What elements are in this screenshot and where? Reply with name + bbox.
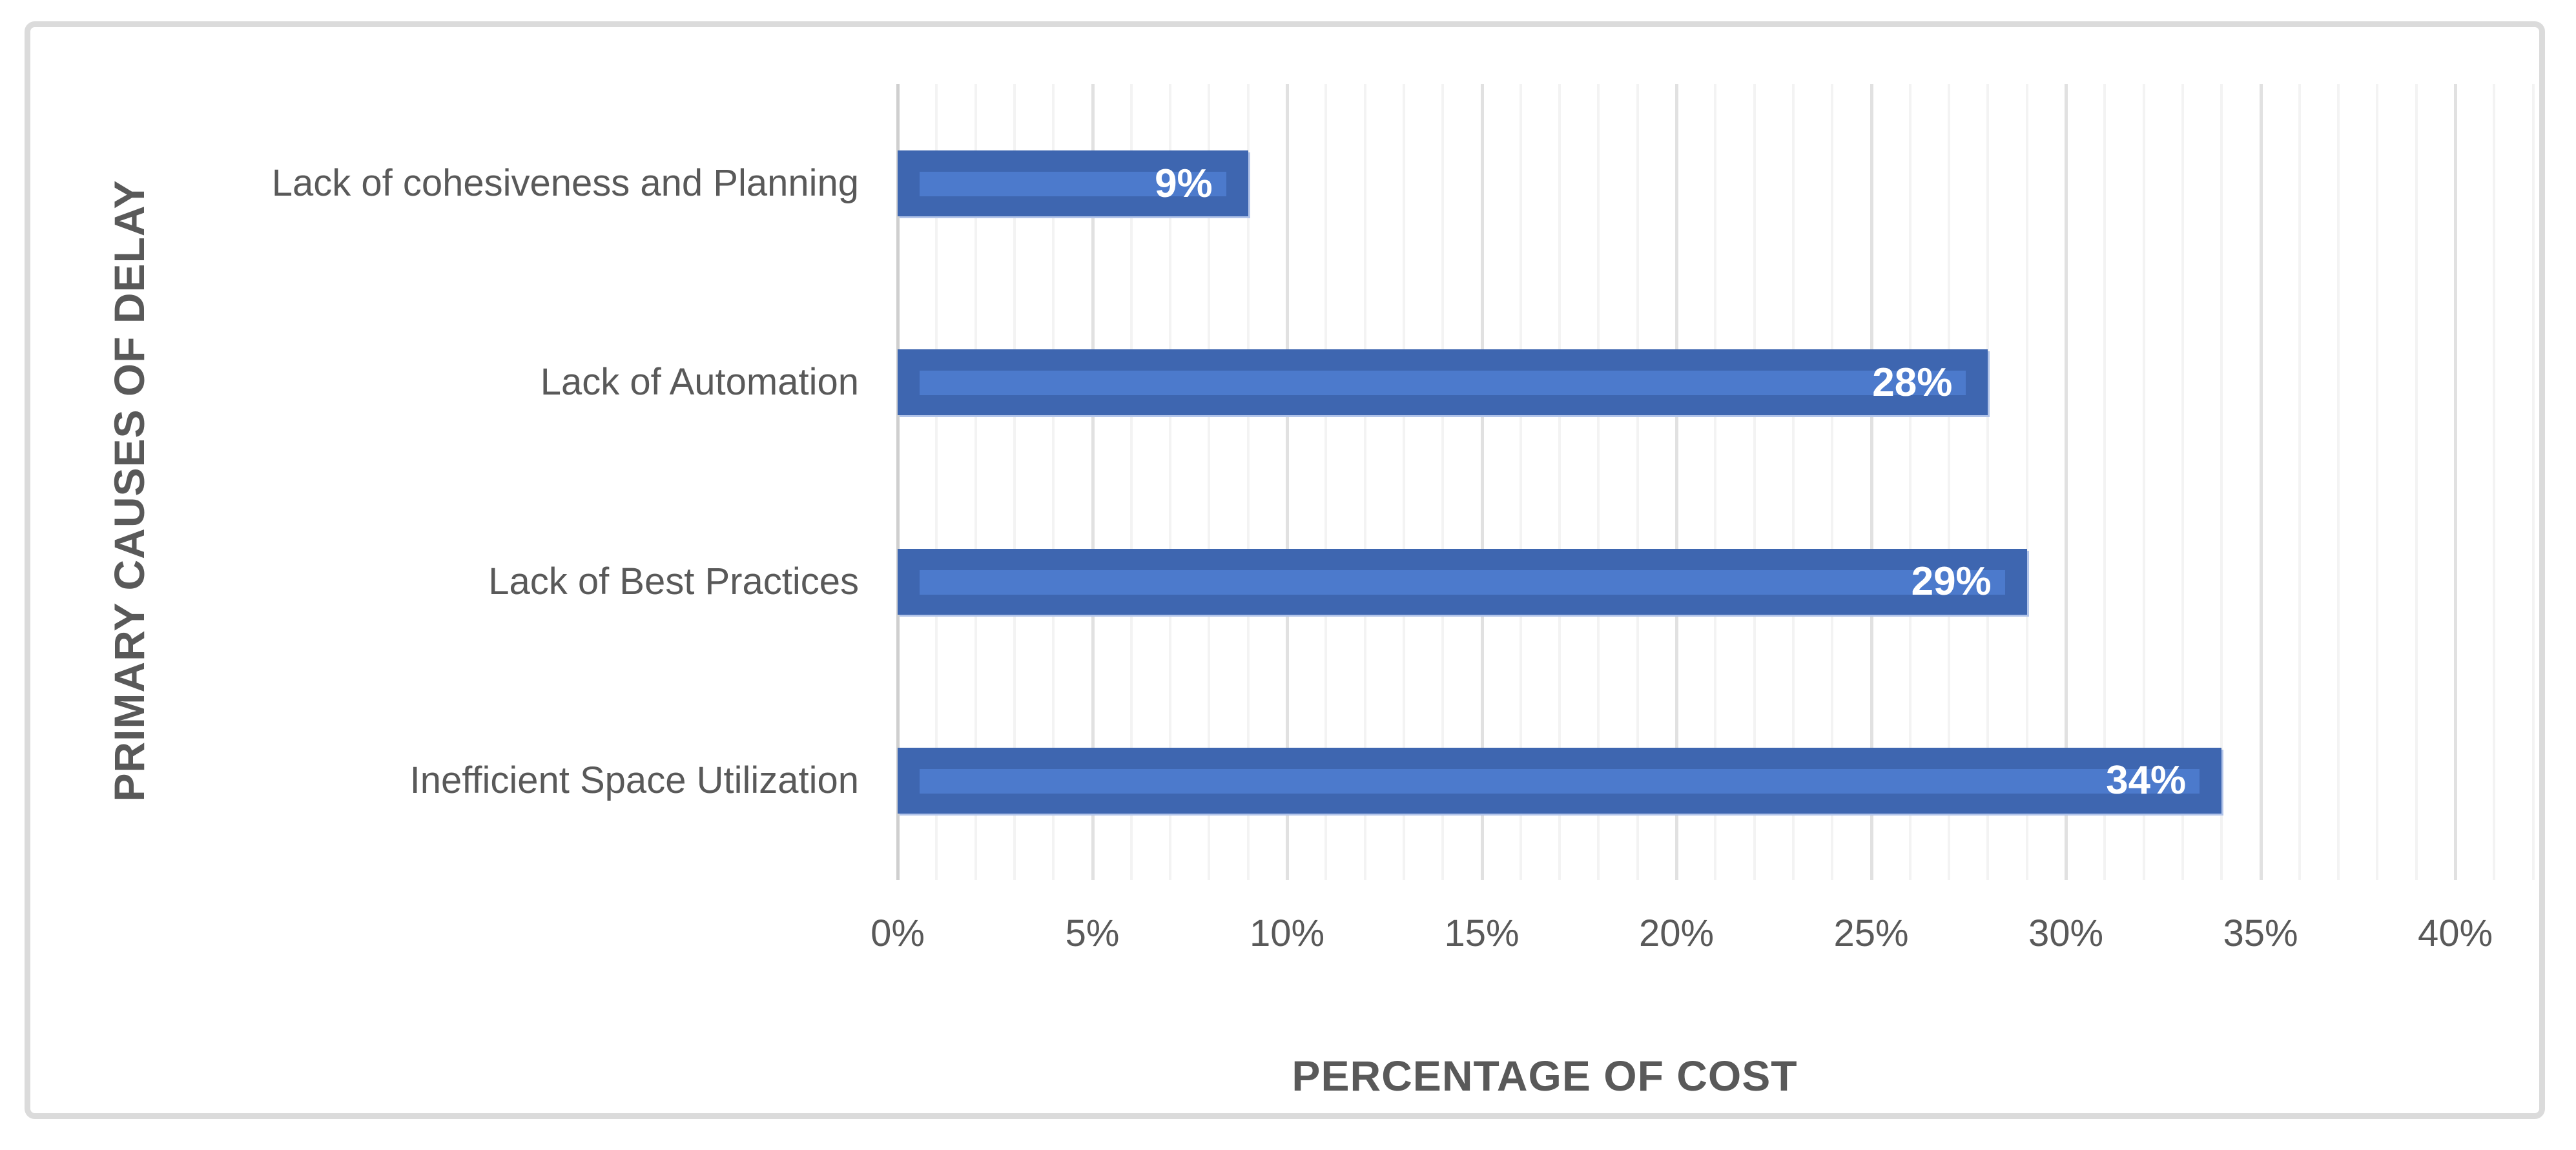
bar: 29% (898, 548, 2027, 615)
minor-gridline (1129, 84, 1133, 880)
x-tick-label: 40% (2417, 912, 2493, 954)
x-tick-label: 25% (1833, 912, 1909, 954)
minor-gridline (2376, 84, 2379, 880)
minor-gridline (2103, 84, 2107, 880)
x-tick-label: 20% (1638, 912, 1715, 954)
minor-gridline (2142, 84, 2145, 880)
x-tick-label: 30% (2028, 912, 2104, 954)
minor-gridline (1831, 84, 1834, 880)
bar-data-label: 29% (1911, 559, 1992, 604)
minor-gridline (1558, 84, 1561, 880)
bar-highlight-stripe (920, 172, 1226, 197)
major-gridline (1091, 84, 1095, 880)
category-label: Lack of Automation (540, 361, 859, 404)
plot-area: 9% 28% 29% 34% (896, 84, 2541, 880)
x-tick-label: 0% (871, 912, 925, 954)
minor-gridline (1246, 84, 1250, 880)
major-gridline (2454, 84, 2457, 880)
minor-gridline (1363, 84, 1366, 880)
bar-highlight-stripe (920, 371, 1966, 396)
minor-gridline (1986, 84, 1990, 880)
y-axis-title: PRIMARY CAUSES OF DELAY (105, 180, 153, 802)
x-tick-label: 5% (1065, 912, 1120, 954)
bar-highlight-stripe (920, 570, 2005, 595)
major-gridline (1286, 84, 1289, 880)
major-gridline (1480, 84, 1484, 880)
minor-gridline (2025, 84, 2028, 880)
minor-gridline (1208, 84, 1211, 880)
minor-gridline (1714, 84, 1717, 880)
minor-gridline (974, 84, 977, 880)
minor-gridline (2181, 84, 2184, 880)
minor-gridline (1441, 84, 1445, 880)
category-label: Lack of Best Practices (488, 560, 859, 602)
minor-gridline (2298, 84, 2301, 880)
bar-data-label: 28% (1872, 360, 1953, 405)
category-label: Lack of cohesiveness and Planning (271, 162, 859, 205)
minor-gridline (1013, 84, 1016, 880)
bar-highlight-stripe (920, 768, 2200, 794)
minor-gridline (1908, 84, 1911, 880)
minor-gridline (1791, 84, 1795, 880)
x-tick-label: 10% (1249, 912, 1325, 954)
category-label: Inefficient Space Utilization (409, 759, 859, 801)
bar: 9% (898, 150, 1248, 217)
x-tick-label: 15% (1444, 912, 1520, 954)
minor-gridline (2493, 84, 2496, 880)
bar: 28% (898, 349, 1988, 416)
minor-gridline (1052, 84, 1055, 880)
minor-gridline (935, 84, 938, 880)
x-axis-title: PERCENTAGE OF COST (1292, 1052, 1798, 1100)
x-tick-label: 35% (2223, 912, 2298, 954)
minor-gridline (1402, 84, 1405, 880)
minor-gridline (1324, 84, 1328, 880)
minor-gridline (2337, 84, 2340, 880)
bar: 34% (898, 747, 2222, 814)
major-gridline (1675, 84, 1678, 880)
major-gridline (2065, 84, 2068, 880)
bar-data-label: 34% (2106, 758, 2187, 803)
minor-gridline (1636, 84, 1639, 880)
minor-gridline (1597, 84, 1600, 880)
major-gridline (896, 84, 900, 880)
minor-gridline (2220, 84, 2223, 880)
minor-gridline (2415, 84, 2418, 880)
minor-gridline (1948, 84, 1951, 880)
minor-gridline (1169, 84, 1172, 880)
major-gridline (1870, 84, 1873, 880)
minor-gridline (1753, 84, 1756, 880)
bar-data-label: 9% (1155, 161, 1213, 206)
minor-gridline (2531, 84, 2535, 880)
minor-gridline (1519, 84, 1522, 880)
major-gridline (2259, 84, 2263, 880)
